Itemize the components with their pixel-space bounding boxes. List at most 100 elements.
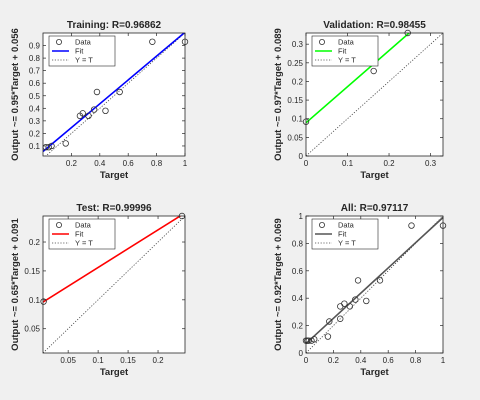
data-point — [79, 110, 86, 117]
legend-identity-label: Y = T — [75, 239, 93, 248]
plot-area — [43, 216, 185, 353]
y-axis-label: Output ~= 0.65*Target + 0.091 — [10, 217, 21, 350]
x-tick-label: 0.4 — [355, 356, 367, 365]
data-point — [408, 222, 415, 229]
data-point — [62, 140, 69, 147]
data-point — [102, 107, 109, 115]
data-point — [93, 88, 101, 96]
y-tick-label: 0.1 — [29, 296, 41, 305]
data-point — [376, 277, 384, 284]
y-axis-label: Output ~= 0.92*Target + 0.069 — [273, 218, 284, 351]
y-tick-label: 0.4 — [29, 104, 41, 113]
x-tick-label: 0.3 — [425, 159, 437, 168]
y-tick-label: 0.2 — [29, 238, 41, 247]
legend-fit-label: Fit — [75, 47, 84, 56]
data-point — [337, 315, 344, 322]
plot-title: All: R=0.97117 — [341, 203, 409, 214]
legend-data-marker — [56, 221, 63, 228]
x-tick-label: 1 — [183, 159, 188, 168]
plot-area — [43, 33, 185, 156]
y-tick-label: 0.25 — [287, 59, 303, 68]
data-point — [48, 142, 55, 150]
data-point — [45, 144, 52, 151]
y-tick-label: 0.3 — [29, 117, 41, 126]
legend-data-marker — [318, 221, 325, 228]
fit-line — [306, 216, 443, 345]
legend-fit-label: Fit — [338, 230, 347, 239]
data-point — [149, 38, 156, 45]
legend-identity-label: Y = T — [75, 56, 93, 65]
legend-fit-label: Fit — [75, 230, 84, 239]
plot-title: Validation: R=0.98455 — [323, 20, 426, 31]
x-tick-label: 0.2 — [152, 356, 164, 365]
fit-line — [43, 33, 185, 153]
x-tick-label: 0.6 — [123, 159, 135, 168]
identity-line — [45, 33, 185, 156]
y-tick-label: 0.5 — [29, 92, 41, 101]
data-point — [85, 112, 92, 120]
x-axis-label: Target — [360, 367, 389, 378]
data-point — [311, 336, 318, 343]
axes-frame — [305, 32, 444, 157]
y-tick-label: 0 — [299, 152, 304, 161]
plot-panel-training: 0.2 0.4 0.6 0.8 1 0.1 0.2 0.3 0.4 0.5 0.6 0.7 0.8 0.9… — [10, 20, 189, 181]
data-point — [354, 277, 362, 284]
y-tick-label: 0.8 — [29, 54, 41, 63]
legend-identity-label: Y = T — [338, 239, 356, 248]
data-point — [326, 318, 333, 325]
data-point — [352, 296, 359, 303]
y-tick-label: 0.6 — [292, 267, 304, 276]
y-tick-label: 0.2 — [292, 77, 304, 86]
plot-title: Test: R=0.99996 — [76, 203, 152, 214]
identity-line — [43, 216, 185, 353]
x-tick-label: 0.8 — [410, 356, 422, 365]
x-tick-label: 0.8 — [151, 159, 163, 168]
data-point — [370, 67, 377, 75]
x-tick-label: 0 — [304, 356, 309, 365]
data-point — [363, 297, 370, 305]
y-tick-label: 0.15 — [287, 96, 303, 105]
plot-panel-all: 0 0.2 0.4 0.6 0.8 1 0 0.2 0.4 0.6 0.8 1 All: R=0.971… — [273, 203, 447, 378]
data-point — [40, 298, 47, 305]
legend-data-marker — [318, 39, 325, 46]
fit-line — [43, 216, 182, 303]
legend-data-label: Data — [75, 221, 92, 230]
x-tick-label: 0.1 — [93, 356, 105, 365]
data-point — [116, 88, 123, 96]
data-point — [90, 106, 98, 113]
x-axis-label: Target — [360, 170, 389, 181]
y-tick-label: 0.05 — [287, 133, 303, 142]
legend-fit-label: Fit — [338, 47, 347, 56]
x-tick-label: 0.1 — [342, 159, 354, 168]
x-tick-label: 0.2 — [328, 356, 340, 365]
x-tick-label: 0.6 — [383, 356, 395, 365]
y-tick-label: 0 — [299, 349, 304, 358]
x-axis-label: Target — [100, 367, 129, 378]
y-tick-label: 0.6 — [29, 79, 41, 88]
legend-data-marker — [56, 39, 63, 46]
x-tick-label: 0.15 — [120, 356, 136, 365]
x-tick-label: 0.2 — [383, 159, 395, 168]
y-axis-label: Output ~= 0.97*Target + 0.089 — [273, 28, 284, 161]
axes-frame — [42, 215, 186, 354]
axes-frame — [305, 215, 444, 354]
y-tick-label: 0.1 — [292, 115, 304, 124]
y-axis-label: Output ~= 0.95*Target + 0.056 — [10, 28, 21, 161]
data-point — [346, 303, 354, 310]
y-tick-label: 0.7 — [29, 67, 41, 76]
data-point — [324, 333, 332, 340]
y-tick-label: 0.1 — [29, 142, 41, 151]
axes-frame — [42, 32, 186, 157]
legend-identity-label: Y = T — [338, 56, 356, 65]
x-tick-label: 0.4 — [94, 159, 106, 168]
x-tick-label: 0 — [304, 159, 309, 168]
y-tick-label: 0.15 — [24, 267, 40, 276]
legend-data-label: Data — [338, 221, 355, 230]
y-tick-label: 1 — [299, 212, 304, 221]
plot-panel-test: 0.05 0.1 0.15 0.2 0.05 0.1 0.15 0.2 Test: R=0.99… — [10, 203, 186, 378]
